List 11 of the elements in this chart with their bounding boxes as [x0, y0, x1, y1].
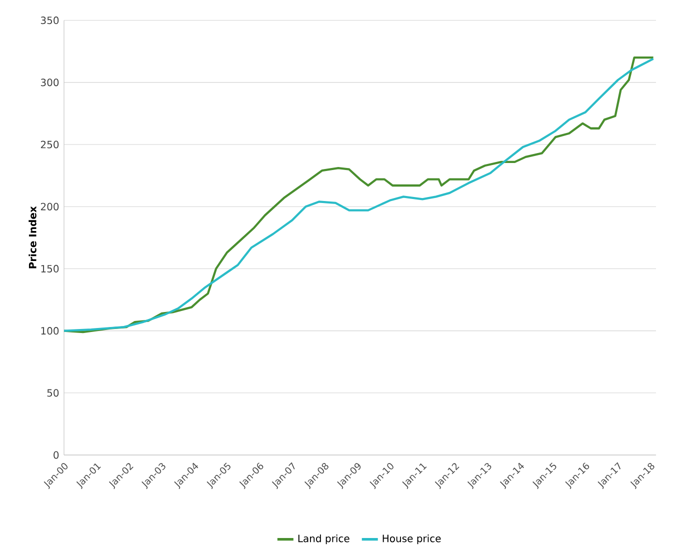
y-tick-label: 200	[40, 202, 59, 210]
y-tick-label: 0	[54, 451, 59, 459]
legend-label: House price	[382, 534, 441, 544]
y-axis-title: Price Index	[28, 206, 36, 268]
y-tick-label: 350	[40, 16, 59, 24]
y-tick-label: 100	[41, 326, 59, 334]
y-tick-label: 250	[40, 140, 59, 148]
y-tick-label: 50	[47, 388, 59, 396]
y-tick-label: 300	[40, 78, 59, 86]
legend-label: Land price	[298, 534, 350, 544]
y-tick-label: 150	[41, 264, 59, 272]
